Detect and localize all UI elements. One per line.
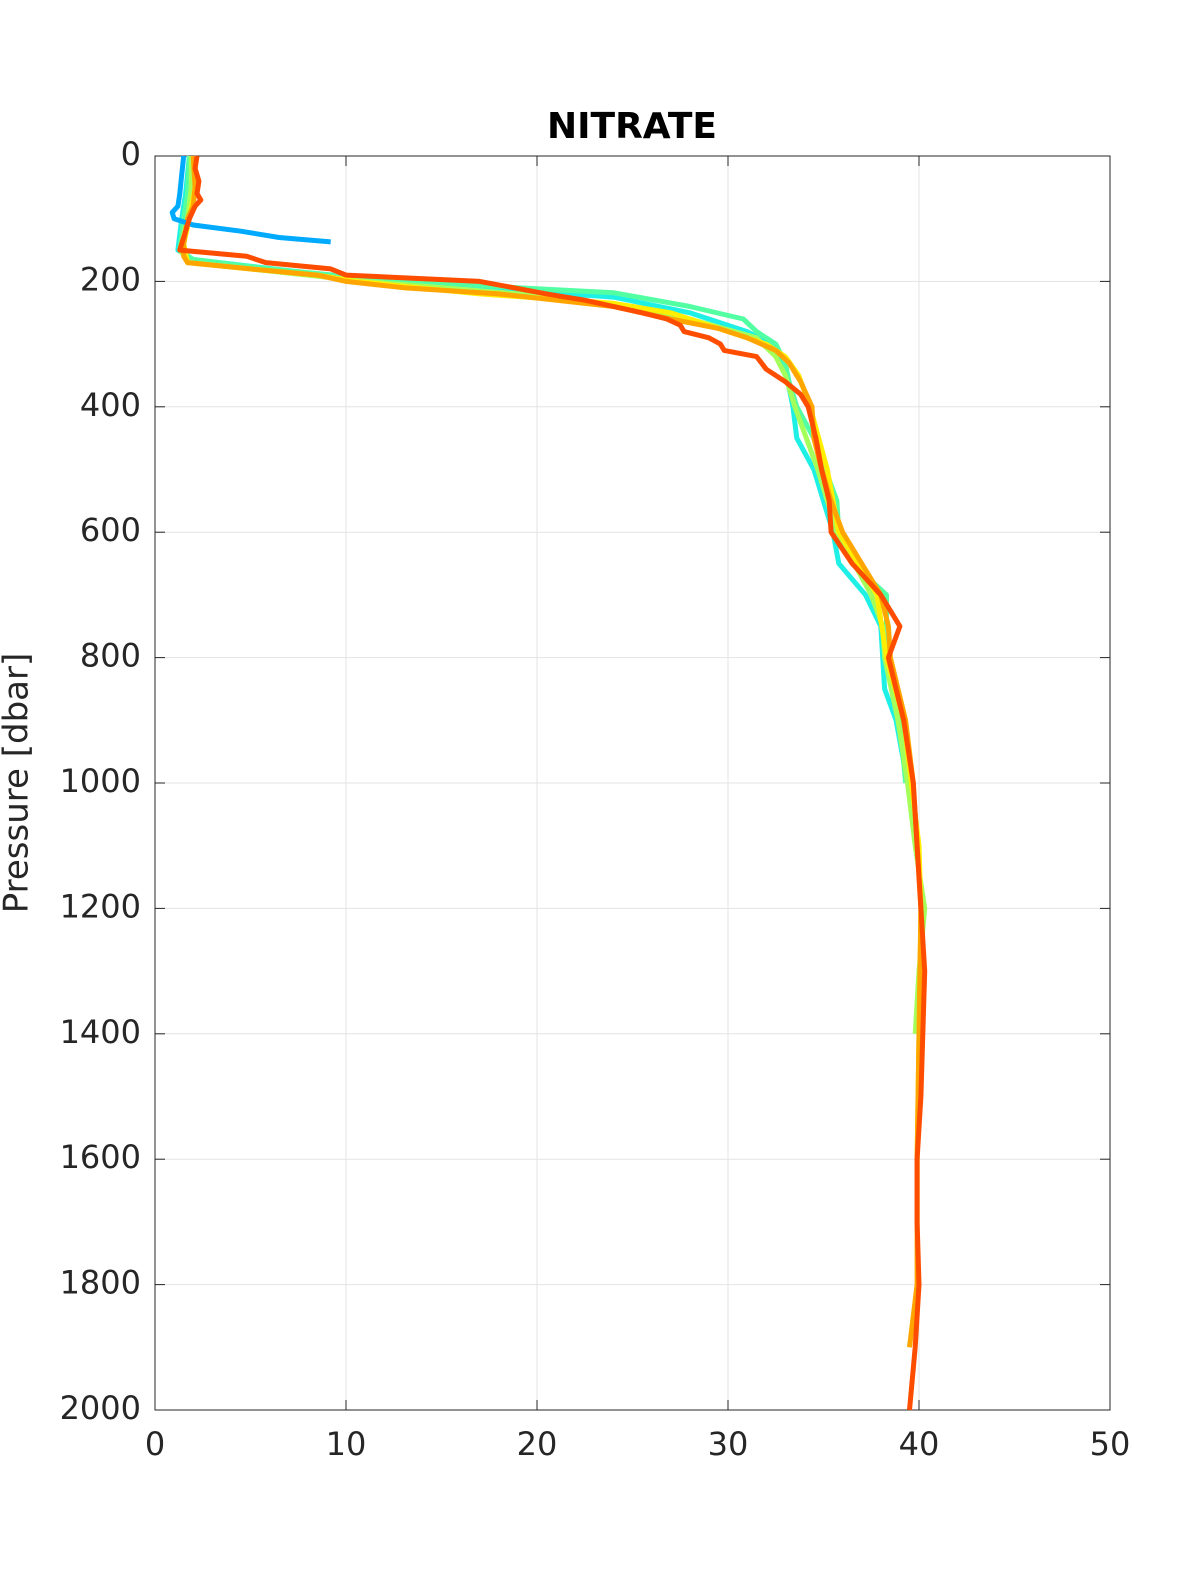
x-tick-label: 40 [899, 1425, 940, 1463]
x-tick-label: 0 [145, 1425, 165, 1463]
x-tick-label: 30 [708, 1425, 749, 1463]
chart-title: NITRATE [547, 106, 717, 147]
y-tick-label: 1800 [60, 1264, 141, 1302]
y-tick-label: 1400 [60, 1013, 141, 1051]
y-tick-label: 0 [121, 135, 141, 173]
y-tick-label: 400 [80, 386, 141, 424]
y-tick-label: 200 [80, 260, 141, 298]
y-tick-label: 1600 [60, 1138, 141, 1176]
y-tick-label: 800 [80, 637, 141, 675]
profile-line [177, 155, 928, 1411]
x-tick-label: 10 [326, 1425, 367, 1463]
y-tick-label: 1200 [60, 887, 141, 925]
x-tick-label: 50 [1090, 1425, 1131, 1463]
y-tick-label: 2000 [60, 1389, 141, 1427]
profile-line [169, 155, 331, 245]
x-tick-label: 20 [517, 1425, 558, 1463]
y-axis-label: Pressure [dbar] [0, 653, 37, 914]
y-tick-label: 1000 [60, 762, 141, 800]
plot-frame [154, 155, 1111, 1411]
y-tick-label: 600 [80, 511, 141, 549]
